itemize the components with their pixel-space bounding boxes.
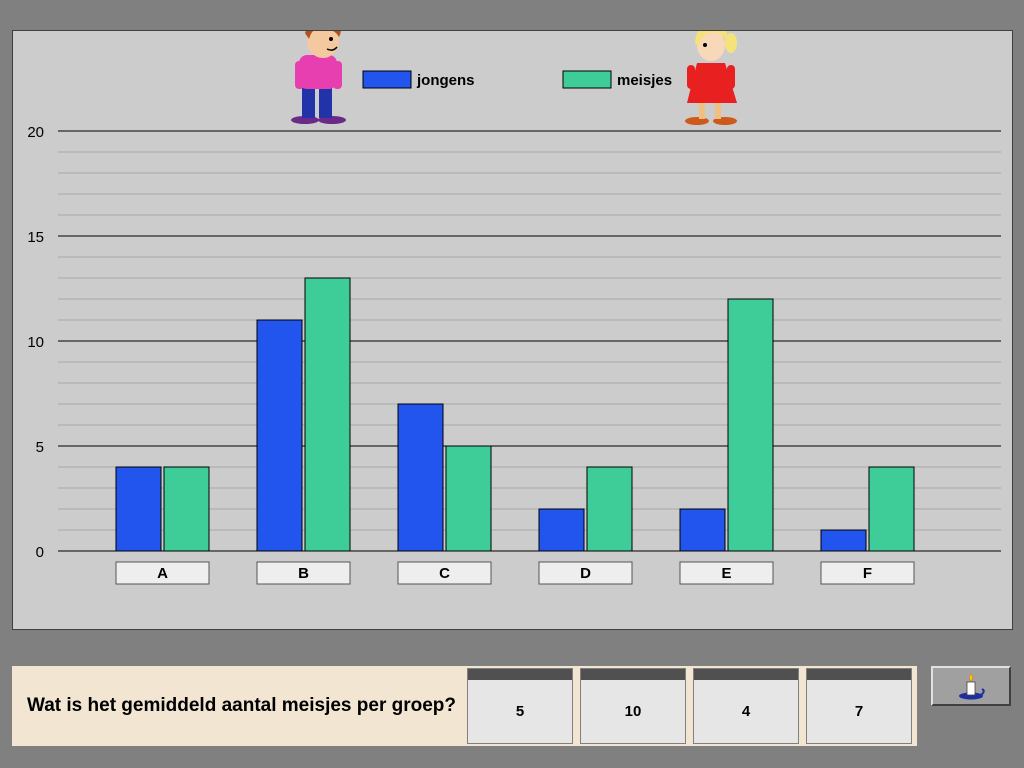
bar-jongens-B (256, 319, 303, 552)
x-tick-label: C (439, 565, 450, 582)
answer-button-header (468, 669, 572, 680)
answer-button-4[interactable]: 7 (806, 668, 912, 744)
bar-jongens-F (820, 529, 867, 552)
category-label-box (397, 561, 492, 585)
answer-label: 7 (854, 703, 864, 720)
x-tick-label: D (580, 565, 591, 582)
answer-button-header (807, 669, 911, 680)
y-tick-label: 10 (27, 334, 44, 351)
x-tick-label: A (157, 565, 168, 582)
bar-jongens-C (397, 403, 444, 552)
answer-label: 4 (741, 703, 751, 720)
category-label-box (256, 561, 351, 585)
answer-button-header (581, 669, 685, 680)
bar-meisjes-C (445, 445, 492, 552)
x-tick-label: E (721, 565, 731, 582)
question-text: Wat is het gemiddeld aantal meisjes per … (27, 695, 457, 716)
category-label-box (820, 561, 915, 585)
bar-meisjes-B (304, 277, 351, 552)
girl-character-icon (685, 31, 737, 125)
answer-button-2[interactable]: 10 (580, 668, 686, 744)
legend-label: jongens (416, 72, 475, 89)
bar-meisjes-A (163, 466, 210, 552)
answer-label: 5 (515, 703, 525, 720)
x-tick-label: B (298, 565, 309, 582)
bar-jongens-D (538, 508, 585, 552)
y-tick-label: 15 (27, 229, 44, 246)
category-label-box (679, 561, 774, 585)
answer-button-3[interactable]: 4 (693, 668, 799, 744)
candle-icon (959, 673, 985, 700)
bar-meisjes-E (727, 298, 774, 552)
bar-jongens-E (679, 508, 726, 552)
legend-swatch (562, 70, 612, 89)
chart-panel: 0 5 10 15 20 A B C D E F jongens meisjes (12, 30, 1013, 630)
category-label-box (538, 561, 633, 585)
category-label-box (115, 561, 210, 585)
bar-meisjes-F (868, 466, 915, 552)
legend-swatch (362, 70, 412, 89)
x-tick-label: F (863, 565, 872, 582)
help-button[interactable] (931, 666, 1011, 706)
answer-button-1[interactable]: 5 (467, 668, 573, 744)
y-tick-label: 20 (27, 124, 44, 141)
y-tick-label: 5 (36, 439, 44, 456)
answer-label: 10 (624, 703, 642, 720)
legend-label: meisjes (617, 72, 672, 89)
bar-meisjes-D (586, 466, 633, 552)
bar-chart: 0 5 10 15 20 A B C D E F jongens meisjes (27, 31, 1001, 585)
boy-character-icon (291, 31, 346, 124)
answer-button-header (694, 669, 798, 680)
bar-jongens-A (115, 466, 162, 552)
y-tick-label: 0 (36, 544, 44, 561)
